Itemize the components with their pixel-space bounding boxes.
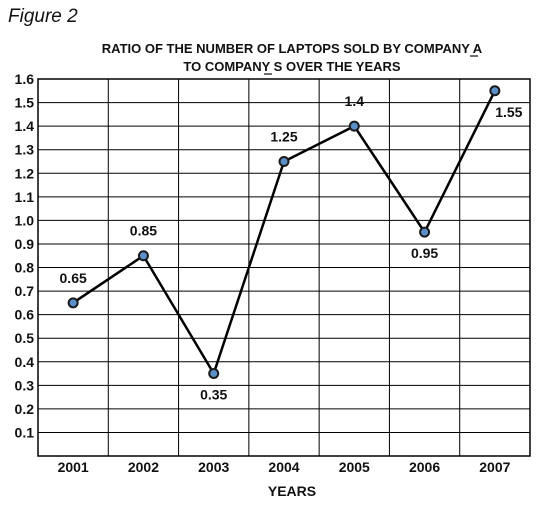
x-tick-label: 2007 (479, 459, 510, 475)
data-point (278, 155, 290, 167)
y-tick-label: 1.5 (15, 95, 35, 111)
y-tick-label: 0.4 (15, 354, 35, 370)
x-tick-labels: 2001 2002 2003 2004 2005 2006 2007 (58, 459, 511, 475)
data-label: 0.65 (60, 270, 87, 286)
x-axis-title: YEARS (268, 483, 316, 499)
data-point (208, 368, 220, 380)
data-points (67, 85, 501, 380)
x-tick-label: 2006 (409, 459, 440, 475)
y-tick-label: 0.5 (15, 330, 35, 346)
y-tick-label: 0.1 (15, 424, 35, 440)
y-tick-label: 1.2 (15, 165, 35, 181)
data-label: 1.25 (270, 128, 297, 144)
grid (37, 78, 531, 457)
x-tick-label: 2005 (339, 459, 370, 475)
y-tick-label: 0.6 (15, 307, 35, 323)
data-point (489, 85, 501, 97)
x-tick-label: 2001 (58, 459, 89, 475)
y-tick-label: 0.8 (15, 260, 35, 276)
data-point (137, 250, 149, 262)
data-label: 0.35 (200, 387, 227, 403)
data-label: 0.85 (130, 223, 157, 239)
y-tick-label: 0.2 (15, 401, 35, 417)
data-point (419, 226, 431, 238)
data-label: 1.4 (345, 93, 365, 109)
y-tick-label: 1.3 (15, 142, 35, 158)
x-tick-label: 2003 (198, 459, 229, 475)
data-label: 1.55 (495, 104, 522, 120)
y-tick-label: 1.6 (15, 71, 35, 87)
data-point (348, 120, 360, 132)
x-tick-label: 2002 (128, 459, 159, 475)
y-tick-label: 1.0 (15, 212, 35, 228)
y-tick-label: 1.4 (15, 118, 35, 134)
y-tick-label: 0.3 (15, 377, 35, 393)
y-tick-labels: 0.1 0.2 0.3 0.4 0.5 0.6 0.7 0.8 0.9 1.0 1.1 1.2 1.3 1… (15, 71, 35, 440)
figure-label: Figure 2 (8, 6, 78, 27)
x-tick-label: 2004 (268, 459, 299, 475)
y-tick-label: 0.7 (15, 283, 35, 299)
data-labels: 0.65 0.85 0.35 1.25 1.4 0.95 1.55 (60, 93, 523, 402)
data-label: 0.95 (411, 245, 438, 261)
y-tick-label: 1.1 (15, 189, 35, 205)
data-point (67, 297, 79, 309)
y-tick-label: 0.9 (15, 236, 35, 252)
chart-title-line2: TO COMPANY S OVER THE YEARS (183, 59, 401, 74)
chart-title-line1: RATIO OF THE NUMBER OF LAPTOPS SOLD BY C… (102, 41, 483, 56)
